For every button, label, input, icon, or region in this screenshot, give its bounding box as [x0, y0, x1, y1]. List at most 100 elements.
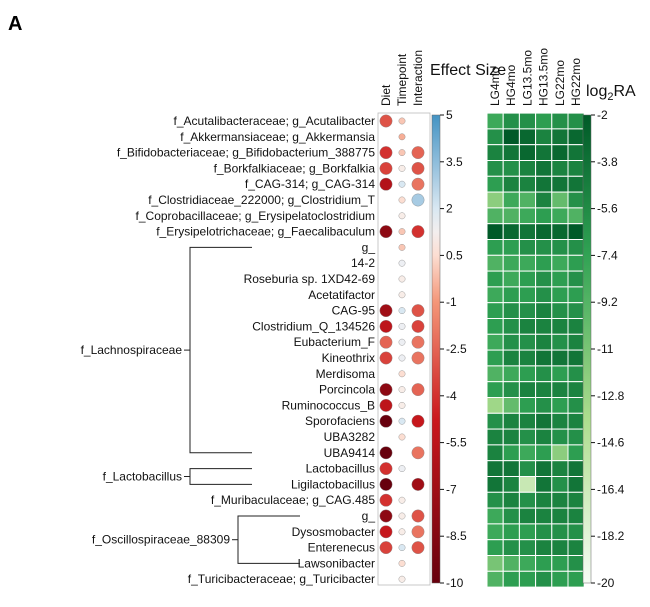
dot-matrix-frame — [377, 112, 431, 586]
heatmap-cell — [518, 349, 537, 367]
effect-dot — [411, 335, 425, 349]
effect-dot — [398, 338, 406, 346]
heatmap-cell — [551, 381, 569, 399]
effect-size-colorbar: Effect Size 5 3.5 2 0.5 -1 -2.5 -4 -5.5 -7 -8.5 -10 — [430, 62, 506, 590]
effect-dot — [411, 225, 425, 239]
heatmap-cell — [502, 302, 520, 320]
effect-dot — [411, 304, 425, 317]
effect-dot — [398, 307, 406, 314]
log2ra-colorbar-tick-label: -7.4 — [597, 248, 618, 262]
log2ra-colorbar-tick-label: -9.2 — [597, 295, 618, 309]
row-label: Ligilactobacillus — [291, 477, 375, 491]
heatmap-cell — [567, 223, 585, 240]
row-label: Eubacterium_F — [294, 335, 375, 349]
effect-dot — [379, 114, 393, 128]
heatmap-cell — [486, 239, 504, 256]
heatmap-cell — [551, 144, 569, 161]
row-label: Clostridium_Q_134526 — [252, 319, 375, 333]
heatmap-cell — [567, 476, 585, 493]
heatmap-cell — [502, 286, 520, 304]
heatmap-cell — [535, 555, 553, 572]
group-label: f_Oscillospiraceae_88309 — [92, 533, 230, 547]
heatmap-cell — [535, 333, 553, 351]
effect-dot — [379, 304, 393, 317]
heatmap-column-header: LG4mo — [488, 66, 502, 106]
effect-dot — [398, 196, 406, 204]
heatmap-cell — [567, 460, 585, 478]
heatmap-cell — [486, 207, 504, 225]
row-label: Dysosmobacter — [292, 525, 375, 539]
heatmap-cell — [486, 160, 504, 177]
heatmap-cell — [567, 539, 585, 557]
heatmap-cell — [567, 507, 585, 525]
heatmap-column-header: HG22mo — [569, 58, 583, 106]
effect-dot — [398, 133, 406, 141]
heatmap-cell — [486, 365, 504, 383]
heatmap-cell — [502, 349, 520, 367]
effect-dot — [398, 291, 406, 299]
heatmap-cell — [502, 254, 520, 272]
heatmap-cell — [551, 302, 569, 320]
row-label: Roseburia sp. 1XD42-69 — [244, 272, 376, 286]
row-label: Merdisoma — [316, 367, 376, 381]
effect-dot — [398, 180, 406, 188]
heatmap-cell — [535, 286, 553, 304]
heatmap-cell — [551, 333, 569, 351]
heatmap-cell — [535, 144, 553, 161]
effect-dot — [379, 477, 393, 491]
abundance-heatmap — [486, 112, 585, 588]
heatmap-cell — [535, 254, 553, 272]
effect-dot — [398, 465, 406, 472]
row-label: Ruminococcus_B — [282, 398, 375, 412]
heatmap-cell — [535, 570, 553, 588]
log2ra-colorbar: log2RA -2 -3.8 -5.6 -7.4 -9.2 -11 -12.8 -14.6 -16… — [582, 83, 636, 590]
heatmap-cell — [535, 491, 553, 509]
effect-dot — [411, 509, 425, 523]
effect-dot — [411, 146, 425, 160]
effect-dot — [379, 446, 393, 460]
effect-dot — [398, 259, 406, 267]
effect-dot — [379, 462, 393, 475]
heatmap-cell — [518, 128, 537, 146]
heatmap-cell — [551, 239, 569, 256]
effect-dot — [379, 414, 393, 428]
log2ra-colorbar-gradient — [582, 114, 592, 584]
heatmap-cell — [567, 112, 585, 130]
heatmap-cell — [486, 286, 504, 304]
row-label: Acetatifactor — [308, 288, 375, 302]
heatmap-cell — [502, 144, 520, 161]
log2ra-colorbar-tick-label: -18.2 — [597, 529, 625, 543]
heatmap-cell — [551, 491, 569, 509]
heatmap-cell — [502, 239, 520, 256]
heatmap-cell — [551, 160, 569, 177]
effect-colorbar-tick-label: -4 — [446, 389, 457, 403]
heatmap-cell — [502, 207, 520, 225]
heatmap-cell — [502, 507, 520, 525]
heatmap-cell — [567, 318, 585, 335]
row-label: f_Akkermansiaceae; g_Akkermansia — [180, 130, 375, 144]
heatmap-cell — [567, 444, 585, 462]
heatmap-cell — [518, 333, 537, 351]
heatmap-cell — [502, 381, 520, 399]
effect-colorbar-tick-label: -5.5 — [446, 436, 467, 450]
heatmap-cell — [535, 270, 553, 288]
heatmap-cell — [551, 318, 569, 335]
heatmap-column-header: HG4mo — [504, 64, 518, 106]
log2ra-colorbar-tick-label: -12.8 — [597, 389, 625, 403]
heatmap-cell — [567, 365, 585, 383]
effect-dot — [398, 575, 406, 583]
heatmap-cell — [486, 128, 504, 146]
heatmap-cell — [535, 460, 553, 478]
heatmap-cell — [518, 144, 537, 161]
heatmap-cell — [567, 349, 585, 367]
heatmap-cell — [518, 476, 537, 493]
group-bracket — [237, 515, 300, 564]
heatmap-cell — [567, 191, 585, 209]
heatmap-cell — [535, 381, 553, 399]
heatmap-cell — [551, 412, 569, 430]
heatmap-cell — [518, 270, 537, 288]
heatmap-cell — [486, 476, 504, 493]
effect-dot — [398, 164, 406, 172]
heatmap-cell — [535, 507, 553, 525]
effect-dot — [398, 401, 406, 409]
